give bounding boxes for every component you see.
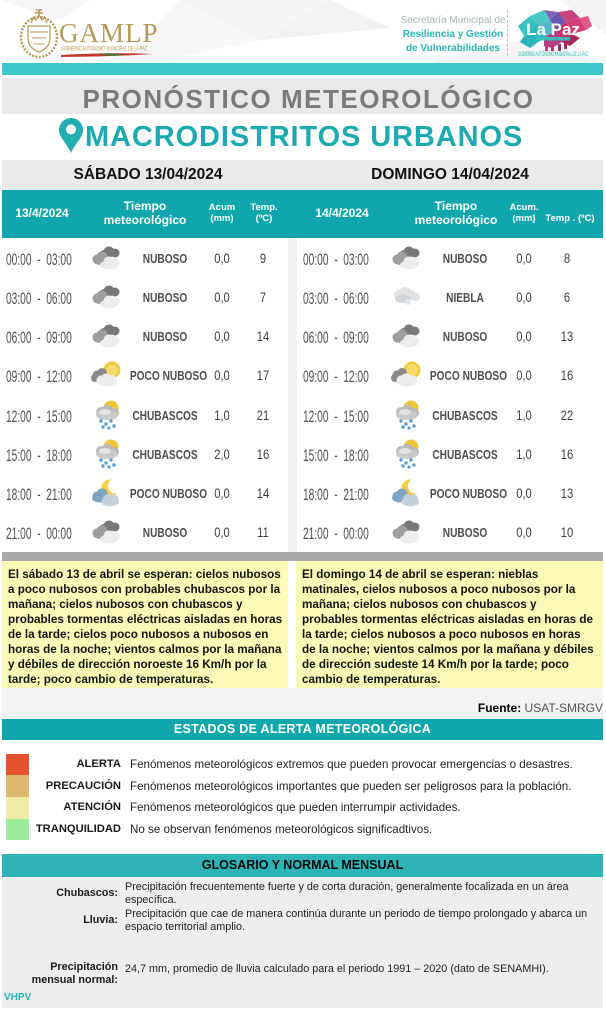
svg-text:GAMLP: GAMLP	[59, 18, 159, 48]
svg-text:La Paz: La Paz	[526, 20, 580, 39]
svg-text:GOBIERNO AUTONOMO MUNICIPAL DE: GOBIERNO AUTONOMO MUNICIPAL DE LA PAZ	[61, 47, 147, 53]
svg-text:GOBIERNO AUTÓNOMO MUNICIPAL DE: GOBIERNO AUTÓNOMO MUNICIPAL DE LA PAZ	[518, 51, 588, 58]
